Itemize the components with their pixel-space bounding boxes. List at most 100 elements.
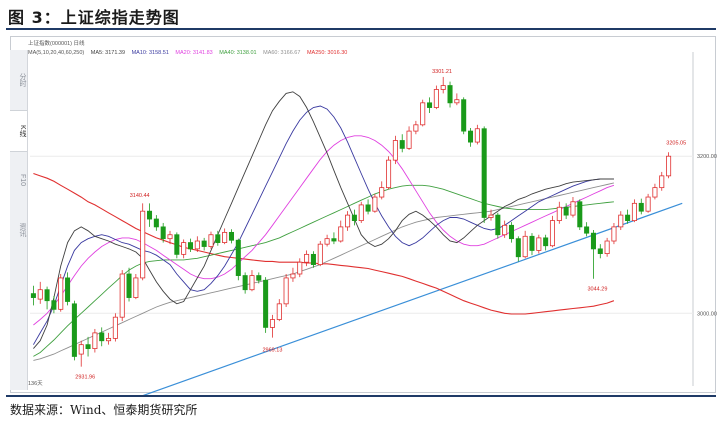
extreme-value-label: 2969.13: [263, 347, 283, 353]
candle-body: [187, 242, 194, 250]
candle-body: [433, 89, 439, 108]
figure-title: 图 3：上证综指走势图: [8, 8, 180, 27]
legend-ma250: MA250: 3016.30: [306, 50, 348, 56]
extreme-value-label: 3044.29: [588, 286, 608, 292]
candle-body: [317, 243, 323, 265]
candle-body: [631, 202, 637, 222]
candle-body: [174, 234, 180, 255]
candle-body: [543, 237, 549, 247]
candle-body: [515, 238, 521, 258]
candle-body: [249, 275, 255, 291]
candle-body: [71, 303, 77, 357]
candle-body: [304, 253, 310, 263]
candle-body: [495, 214, 501, 236]
candle-body: [406, 130, 412, 149]
candle-body: [666, 155, 672, 177]
ma250-line: [33, 172, 615, 315]
candle-body: [324, 238, 330, 245]
candle-body: [276, 303, 282, 320]
candle-body: [58, 277, 64, 310]
candle-body: [222, 231, 228, 243]
candle-body: [529, 235, 535, 251]
day-count-label: 136天: [28, 380, 43, 387]
candle-body: [563, 206, 569, 216]
candle-body: [645, 196, 651, 212]
legend-ma-params: MA(5,10,20,40,60,250): [28, 50, 85, 56]
candle-body: [474, 128, 480, 143]
extreme-value-label: 3140.44: [130, 193, 150, 199]
candle-body: [297, 261, 303, 275]
candle-body: [99, 332, 105, 342]
candle-body: [420, 102, 426, 126]
legend-ma10: MA10: 3158.51: [131, 50, 169, 56]
candle-body: [413, 124, 419, 132]
candle-body: [201, 240, 207, 247]
candle-body: [194, 240, 200, 250]
candle-body: [181, 242, 187, 255]
candle-body: [37, 289, 43, 300]
candle-body: [556, 206, 562, 222]
candle-body: [153, 218, 159, 228]
candle-body: [508, 224, 515, 240]
side-tab-bar: 分时 K线 F10 资讯: [10, 50, 28, 390]
candle-body: [242, 275, 248, 291]
tab-kline[interactable]: K线: [10, 110, 27, 152]
candle-body: [106, 337, 112, 342]
candle-body: [461, 99, 467, 132]
candle-body: [208, 234, 214, 247]
candle-body: [379, 187, 385, 198]
extreme-value-label: 2931.96: [75, 375, 95, 381]
title-divider: [6, 28, 716, 30]
candle-body: [167, 234, 173, 240]
candle-body: [454, 99, 460, 104]
ma10-line: [33, 105, 614, 345]
candle-body: [372, 196, 378, 212]
tab-news[interactable]: 资讯: [19, 223, 26, 237]
candle-body: [30, 293, 36, 298]
candle-body: [338, 226, 344, 242]
price-tick-label: 3000.00: [697, 311, 717, 317]
candle-body: [386, 159, 392, 189]
candle-body: [522, 235, 528, 258]
candle-body: [618, 214, 624, 228]
candle-body: [447, 85, 453, 104]
tab-f10[interactable]: F10: [19, 173, 26, 187]
candle-body: [119, 273, 125, 318]
candle-body: [269, 319, 275, 328]
candle-body: [92, 332, 98, 349]
candle-body: [399, 140, 405, 149]
candle-body: [345, 214, 351, 228]
tab-intraday[interactable]: 分时: [19, 73, 26, 87]
source-divider: [6, 395, 716, 397]
candle-body: [652, 187, 658, 198]
candle-body: [256, 275, 262, 281]
candle-body: [133, 277, 139, 298]
candle-body: [638, 202, 644, 212]
candle-body: [351, 214, 357, 222]
ma40-line: [33, 184, 614, 357]
candle-body: [228, 231, 234, 241]
candle-body: [147, 210, 153, 220]
candle-body: [290, 273, 296, 279]
candle-body: [44, 289, 50, 302]
candle-body: [112, 316, 118, 339]
candle-body: [331, 238, 337, 242]
candle-body: [140, 210, 146, 279]
candle-body: [78, 344, 84, 355]
legend-ma40: MA40: 3138.01: [219, 50, 257, 56]
ma60-line: [33, 182, 615, 361]
candle-body: [427, 102, 433, 108]
candle-body: [597, 248, 603, 254]
candle-body: [126, 273, 132, 298]
legend-ma5: MA5: 3171.39: [90, 50, 126, 56]
candle-body: [310, 253, 316, 265]
candle-body: [625, 214, 631, 222]
candle-body: [263, 279, 269, 328]
candle-body: [51, 300, 57, 310]
candle-body: [577, 201, 583, 228]
candle-body: [488, 214, 494, 218]
candle-body: [570, 201, 576, 216]
ma5-line: [33, 91, 614, 349]
candle-body: [160, 226, 166, 240]
